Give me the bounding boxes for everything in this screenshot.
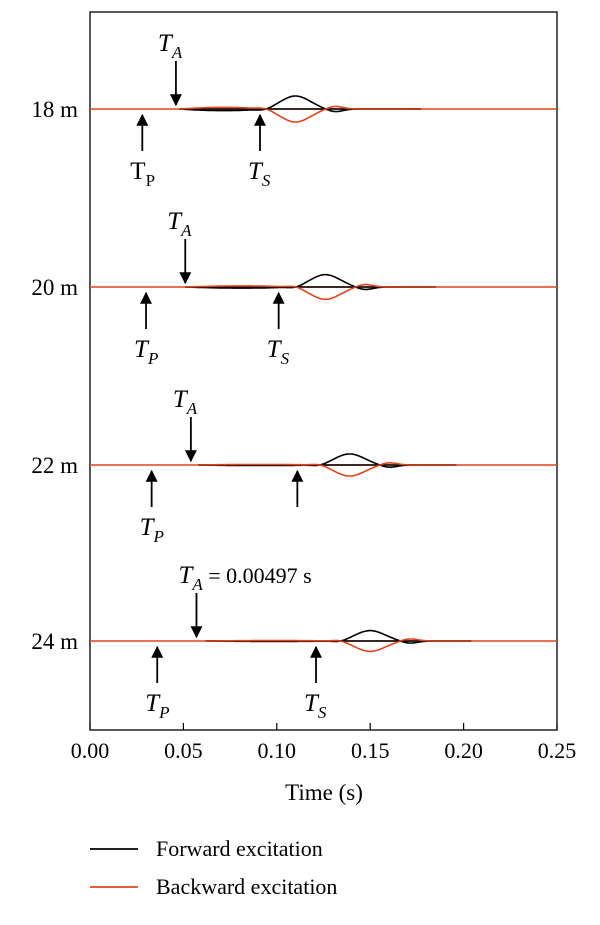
arrival-symbol: T [178,562,194,589]
x-tick-label: 0.15 [351,738,390,763]
depth-label: 20 m [31,275,78,300]
arrival-subscript: P [147,349,158,368]
x-axis-label: Time (s) [285,780,363,805]
depth-label: 22 m [31,453,78,478]
arrival-symbol: T [167,208,183,235]
arrival-symbol: T [134,336,150,363]
arrival-subscript: P [158,703,169,722]
arrival-subscript: A [186,399,198,418]
arrival-label-TA: TA [173,386,198,418]
depth-label: 24 m [31,629,78,654]
legend-label: Forward excitation [156,836,323,861]
arrival-label-TS: TS [267,336,290,368]
arrival-subscript: A [180,221,192,240]
backward-trace [185,283,436,301]
legend: Forward excitation Backward excitation [90,836,337,899]
arrival-value: = 0.00497 s [203,563,312,588]
arrival-symbol: T [248,158,264,185]
plot-area: 0.00 0.05 0.10 0.15 0.20 0.25 18 m 20 m 22 m 24 m… [31,11,577,763]
arrival-symbol: T [145,690,161,717]
backward-trace [198,462,457,477]
arrival-label-TP: TP [145,690,169,722]
arrival-symbol: T [158,30,174,57]
arrival-symbol: T [267,336,283,363]
backward-trace [205,638,472,653]
arrival-label-TP: TP [134,336,158,368]
arrival-subscript: P [153,527,164,546]
arrival-subscript: S [318,703,327,722]
arrival-subscript: A [171,43,183,62]
legend-label: Backward excitation [156,874,337,899]
arrival-subscript: P [146,171,155,190]
backward-trace [179,105,421,123]
arrival-symbol: T [130,158,145,185]
arrival-symbol: T [140,514,156,541]
arrival-label-TA: TA = 0.00497 s [178,562,311,594]
arrival-label-TA: TA [167,208,192,240]
arrival-label-TA: TA [158,30,183,62]
arrival-subscript: A [191,575,203,594]
x-tick-label: 0.00 [71,738,110,763]
depth-label: 18 m [31,97,78,122]
arrival-label-TP: TP [130,158,155,190]
x-tick-label: 0.10 [258,738,297,763]
plot-frame [89,11,558,731]
arrival-symbol: T [304,690,320,717]
arrival-symbol: T [173,386,189,413]
arrival-subscript: S [262,171,271,190]
arrival-label-TS: TS [248,158,271,190]
arrival-subscript: S [281,349,290,368]
x-tick-label: 0.25 [538,738,577,763]
arrival-label-TS: TS [304,690,327,722]
x-tick-label: 0.05 [164,738,203,763]
arrival-label-TP: TP [140,514,164,546]
x-tick-label: 0.20 [444,738,483,763]
